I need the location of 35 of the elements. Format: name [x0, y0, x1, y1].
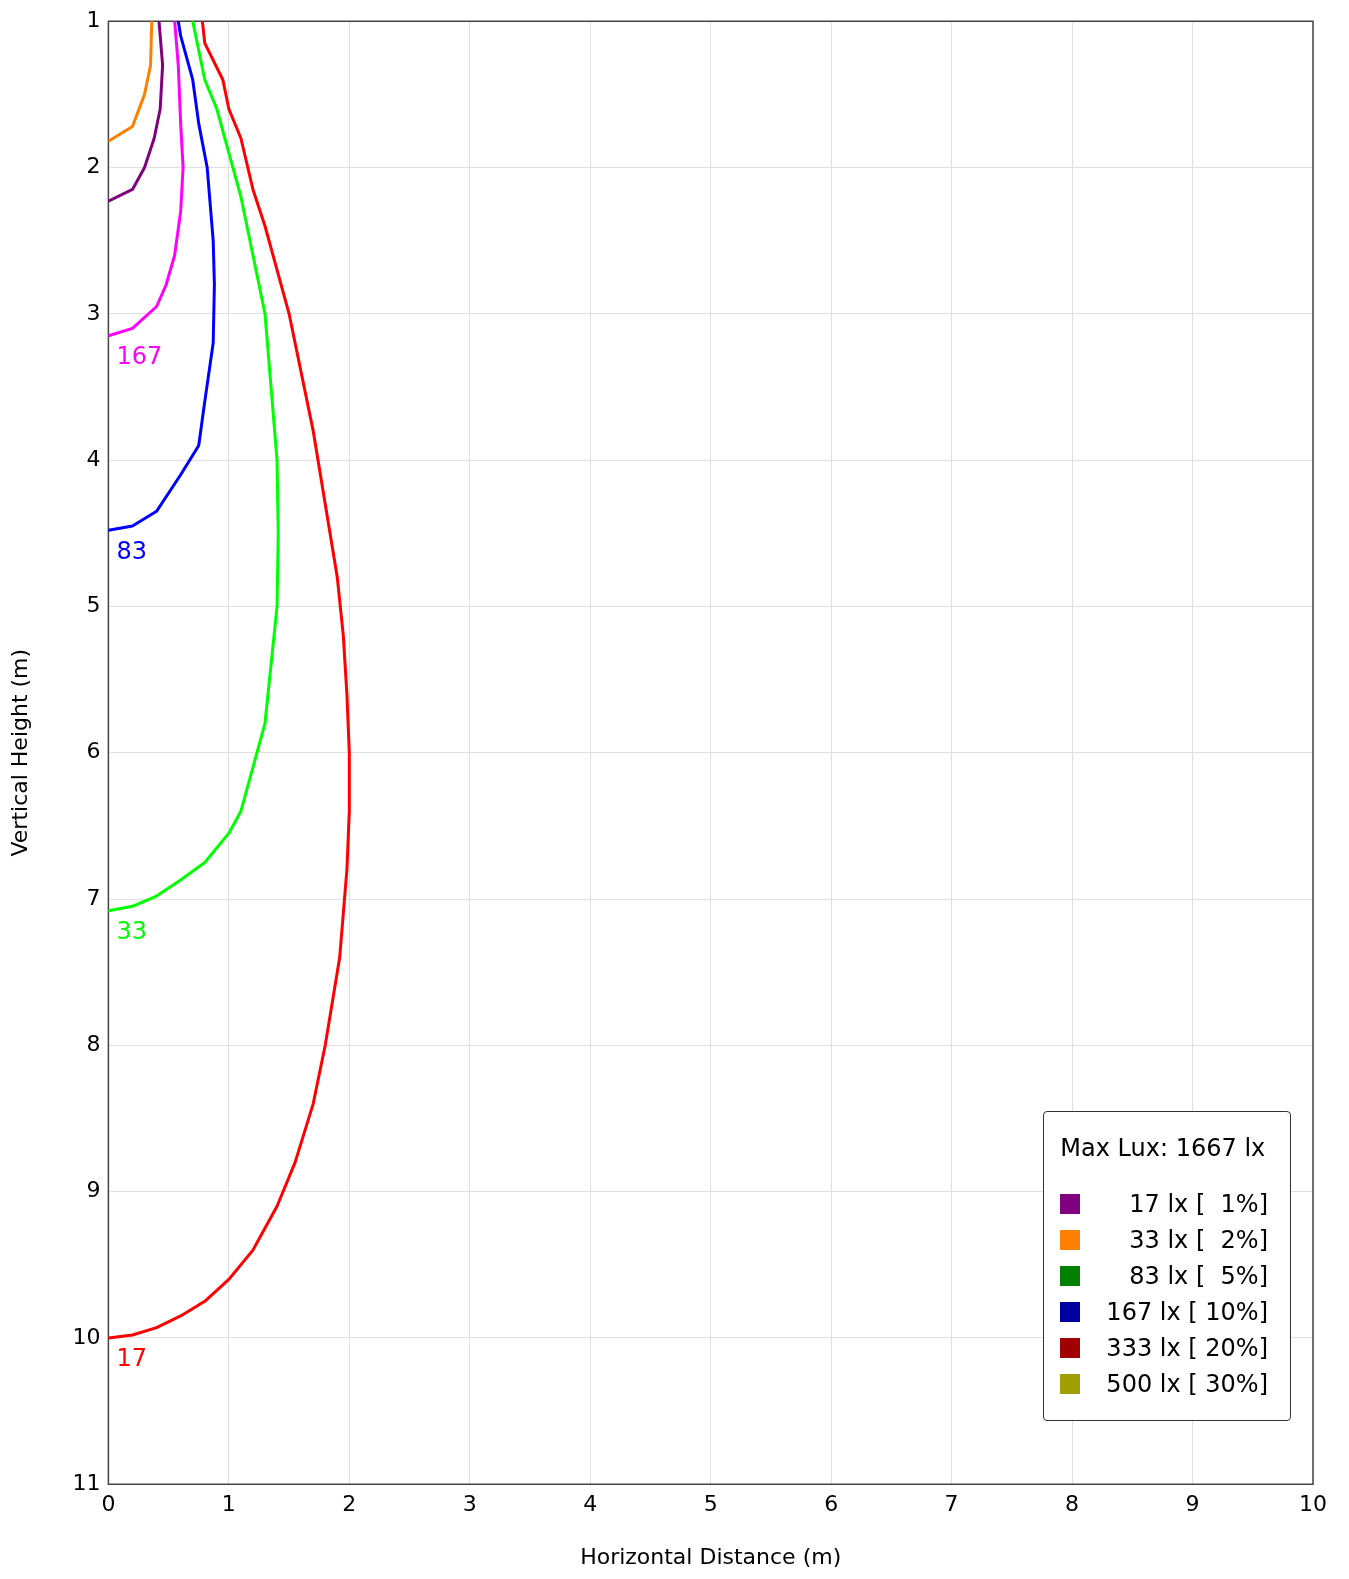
y-tick-label: 9 [86, 1177, 101, 1203]
y-tick-label: 7 [86, 884, 101, 910]
x-tick-label: 9 [1185, 1491, 1200, 1517]
legend-label: 17 lx [ 1%] [1128, 1190, 1268, 1218]
x-tick-label: 4 [583, 1491, 598, 1517]
x-tick-label: 10 [1299, 1491, 1327, 1517]
series-label: 17 [116, 1344, 147, 1373]
series-label: 33 [116, 916, 147, 945]
series-label: 167 [116, 341, 163, 370]
y-tick-label: 6 [86, 738, 101, 764]
legend-label: 500 lx [ 30%] [1106, 1370, 1268, 1398]
x-tick-label: 1 [221, 1491, 236, 1517]
legend-label: 33 lx [ 2%] [1128, 1226, 1268, 1254]
x-tick-label: 7 [944, 1491, 959, 1517]
y-tick-label: 8 [86, 1031, 101, 1057]
y-tick-label: 1 [86, 6, 101, 32]
x-tick-label: 5 [703, 1491, 718, 1517]
x-tick-label: 0 [101, 1491, 116, 1517]
y-tick-label: 11 [72, 1469, 101, 1495]
x-tick-label: 6 [824, 1491, 839, 1517]
legend-label: 167 lx [ 10%] [1106, 1298, 1268, 1326]
x-tick-label: 8 [1065, 1491, 1080, 1517]
x-axis-title: Horizontal Distance (m) [580, 1543, 842, 1569]
x-tick-label: 2 [342, 1491, 357, 1517]
series-label: 83 [116, 536, 147, 565]
y-axis-title: Vertical Height (m) [6, 648, 32, 857]
y-tick-label: 3 [86, 299, 101, 325]
y-tick-label: 10 [72, 1323, 101, 1349]
y-tick-label: 2 [86, 153, 101, 179]
x-tick-label: 3 [462, 1491, 477, 1517]
legend-label: 83 lx [ 5%] [1128, 1262, 1268, 1290]
legend-label: 333 lx [ 20%] [1106, 1334, 1268, 1362]
y-tick-label: 5 [86, 592, 101, 618]
legend-title: Max Lux: 1667 lx [1060, 1134, 1267, 1162]
y-tick-label: 4 [86, 445, 101, 471]
